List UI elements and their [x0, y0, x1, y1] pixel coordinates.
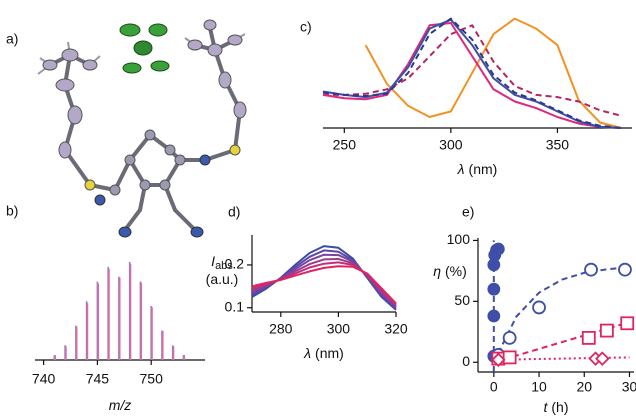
label-symbol: I: [211, 253, 215, 269]
label-symbol: t: [543, 399, 548, 415]
label-symbol: λ: [303, 345, 311, 361]
x-tick-label: 250: [333, 137, 357, 153]
x-axis-label: m/z: [109, 397, 132, 413]
point: [618, 262, 632, 277]
y-tick-label: 50: [454, 292, 470, 308]
x-axis-label: λ (nm): [303, 345, 344, 361]
point: [491, 242, 505, 256]
label-unit: (a.u.): [206, 271, 239, 287]
x-tick-label: 30: [622, 379, 636, 395]
y-axis-label: η (%): [433, 263, 467, 279]
x-tick-label: 350: [546, 137, 570, 153]
x-tick-label: 10: [531, 379, 547, 395]
panel-label: d): [228, 204, 240, 220]
label-subscript: abs: [215, 260, 233, 272]
x-tick-label: 20: [576, 379, 592, 395]
y-tick-label: 100: [447, 231, 471, 247]
label-symbol: m/z: [109, 397, 132, 413]
y-tick-label: 0.1: [225, 298, 245, 314]
x-tick-label: 0: [490, 379, 498, 395]
y-tick-label: 0: [462, 353, 470, 369]
point: [595, 351, 610, 366]
series-line: [492, 266, 630, 363]
point: [502, 330, 517, 345]
series-line: [323, 24, 622, 117]
panel-label: b): [6, 203, 18, 219]
point: [532, 300, 546, 315]
label-unit: (nm): [469, 161, 498, 177]
point: [487, 282, 501, 296]
panel-label: a): [6, 31, 18, 47]
x-axis-label: t (h): [543, 399, 568, 415]
label-unit: (%): [445, 263, 467, 279]
series-line: [364, 17, 622, 129]
x-tick-label: 740: [32, 371, 56, 387]
y-axis-label: Iabs (a.u.): [206, 253, 239, 287]
series-line: [322, 17, 622, 129]
panel-label: c): [300, 19, 312, 35]
label-symbol: η: [433, 263, 441, 279]
label-symbol: λ: [457, 161, 465, 177]
panel-label: e): [462, 204, 474, 220]
label-unit: (h): [551, 399, 568, 415]
point: [581, 330, 596, 345]
x-tick-label: 745: [86, 371, 110, 387]
x-axis-label: λ (nm): [457, 161, 498, 177]
x-tick-label: 750: [140, 371, 164, 387]
x-tick-label: 280: [269, 321, 293, 337]
point: [620, 316, 635, 331]
point: [502, 350, 517, 365]
series-line: [322, 22, 622, 129]
molecule-structure: [37, 19, 247, 238]
y-tick-label: 0.2: [225, 256, 245, 272]
x-tick-label: 300: [439, 137, 463, 153]
x-tick-label: 300: [327, 321, 351, 337]
point: [599, 323, 614, 338]
point: [584, 262, 598, 277]
point: [491, 352, 506, 368]
series-line: [251, 265, 397, 305]
label-unit: (nm): [315, 345, 344, 361]
point: [487, 309, 501, 323]
x-tick-label: 320: [384, 321, 408, 337]
